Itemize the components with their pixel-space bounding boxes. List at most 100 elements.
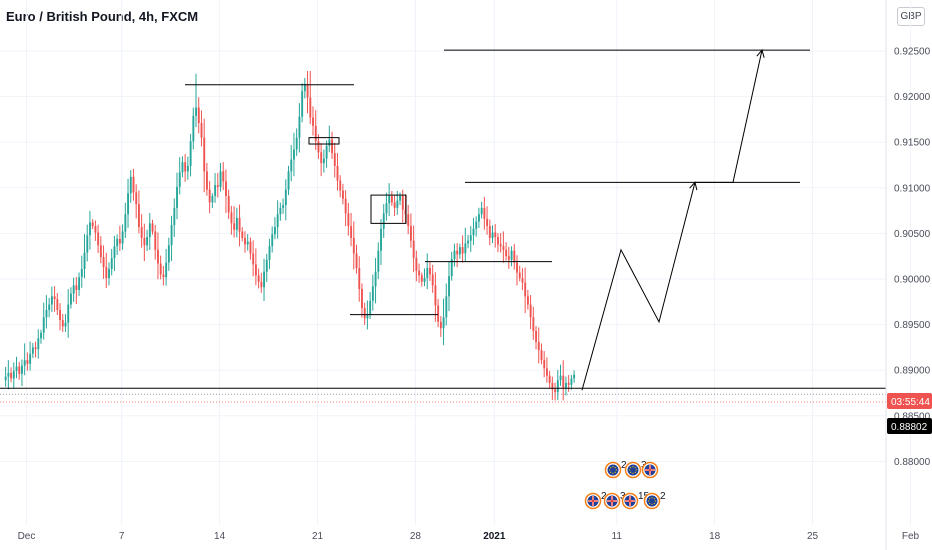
y-tick-label: 0.91000: [894, 183, 931, 194]
candle-body: [401, 196, 404, 210]
chart-title: Euro / British Pound, 4h, FXCM: [6, 9, 199, 24]
candle-body: [132, 176, 135, 193]
event-count: 2: [660, 491, 666, 502]
candle-body: [165, 262, 168, 278]
candle-body: [488, 226, 491, 238]
candle-body: [99, 245, 102, 258]
candle-body: [64, 322, 67, 327]
candle-body: [167, 245, 170, 263]
x-tick-label: 18: [709, 531, 721, 542]
y-tick-label: 0.88500: [894, 411, 931, 422]
candle-body: [211, 196, 214, 203]
candle-body: [535, 330, 538, 342]
candle-body: [102, 257, 105, 268]
candle-body: [295, 137, 298, 150]
candle-body: [184, 162, 187, 172]
candle-body: [274, 227, 276, 235]
candle-body: [219, 171, 222, 187]
candle-body: [388, 196, 391, 204]
candle-body: [4, 376, 7, 381]
candle-body: [499, 244, 502, 247]
candle-body: [53, 296, 56, 300]
candle-body: [203, 137, 206, 172]
candle-body: [390, 196, 393, 203]
candle-body: [328, 139, 331, 146]
candle-body: [178, 172, 181, 187]
uk-flag-icon[interactable]: 15: [621, 491, 650, 510]
candle-body: [347, 213, 350, 227]
countdown-tag-bg: [887, 393, 932, 409]
candle-body: [301, 91, 304, 117]
candle-body: [162, 274, 165, 278]
candle-body: [573, 374, 576, 379]
candle-body: [540, 350, 543, 361]
candle-body: [309, 97, 312, 118]
candle-body: [426, 268, 429, 279]
candle-body: [116, 238, 119, 247]
candle-body: [502, 246, 505, 250]
candle-body: [363, 308, 366, 319]
event-count: 15: [638, 491, 650, 502]
candle-body: [532, 317, 535, 331]
candle-body: [380, 228, 382, 251]
candle-body: [303, 83, 306, 92]
candle-body: [385, 203, 388, 214]
x-tick-label: 21: [312, 531, 324, 542]
candle-body: [290, 159, 293, 172]
candle-body: [510, 250, 513, 260]
candle-body: [491, 232, 494, 238]
price-tags-layer: 03:55:44 0.88802: [887, 393, 932, 434]
candle-body: [246, 241, 249, 245]
candle-body: [72, 285, 75, 294]
candle-body: [361, 289, 363, 309]
candle-body: [29, 353, 32, 364]
candle-body: [192, 115, 195, 142]
candle-body: [124, 214, 127, 232]
candle-body: [15, 366, 18, 372]
projection-arrowhead: [689, 181, 698, 191]
eu-flag-icon[interactable]: 2: [643, 491, 667, 510]
uk-flag-icon[interactable]: [641, 461, 659, 479]
candle-body: [475, 221, 478, 229]
uk-flag-icon[interactable]: 2: [584, 491, 608, 510]
candle-body: [282, 205, 285, 208]
candle-body: [551, 382, 554, 390]
candle-body: [42, 317, 45, 333]
candle-body: [7, 372, 10, 377]
events-layer[interactable]: 2323152: [584, 460, 667, 510]
candle-body: [396, 200, 399, 208]
candle-body: [469, 235, 472, 241]
candle-body: [50, 296, 53, 305]
candle-body: [377, 250, 380, 272]
consolidation-box: [370, 194, 407, 224]
candle-body: [206, 171, 208, 190]
candle-body: [21, 365, 23, 374]
candle-body: [342, 190, 344, 199]
candles-layer: [4, 71, 576, 401]
candle-body: [410, 226, 412, 241]
candle-body: [448, 276, 450, 297]
candle-body: [176, 186, 178, 208]
candle-body: [331, 139, 334, 154]
countdown-tag: 03:55:44: [891, 397, 930, 408]
candle-body: [195, 107, 198, 116]
projection-path: [581, 49, 763, 391]
uk-flag-icon[interactable]: 3: [603, 491, 627, 510]
candle-body: [556, 380, 559, 393]
candle-body: [265, 259, 268, 272]
candle-body: [127, 193, 130, 215]
candle-body: [235, 217, 238, 230]
candle-body: [135, 192, 138, 205]
eu-flag-icon[interactable]: 2: [604, 460, 628, 479]
candle-body: [369, 300, 372, 315]
candle-body: [34, 347, 37, 350]
currency-badge[interactable]: GBP: [897, 7, 925, 26]
candle-body: [559, 375, 562, 381]
projection-arrowhead: [756, 49, 765, 58]
candle-body: [260, 281, 263, 288]
candle-body: [431, 274, 434, 286]
candle-body: [393, 202, 396, 208]
candle-body: [461, 247, 464, 254]
candle-body: [181, 162, 184, 173]
